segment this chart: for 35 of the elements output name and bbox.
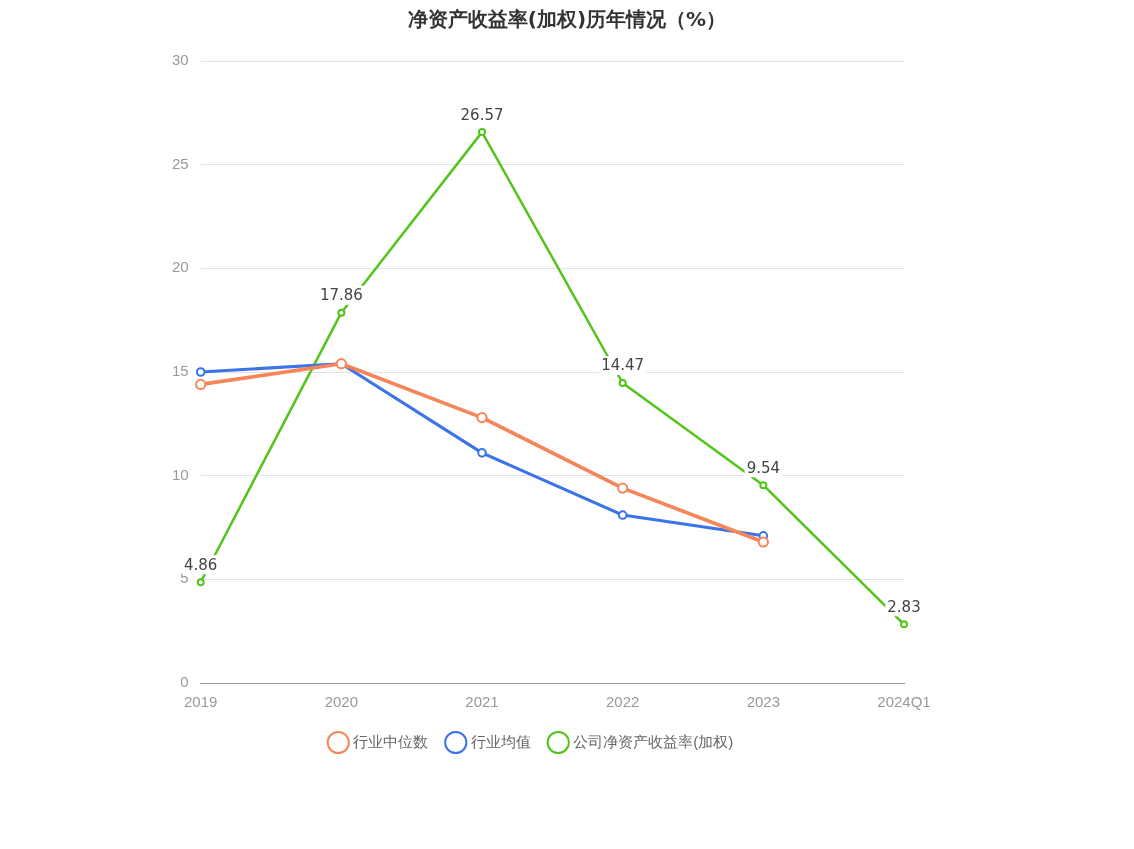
x-tick-label: 2020: [324, 693, 359, 711]
point: [759, 481, 768, 490]
y-tick-label: 0: [180, 673, 189, 691]
chart-title: 净资产收益率(加权)历年情况（%）: [406, 6, 728, 33]
legend-label: 公司净资产收益率(加权): [573, 732, 734, 750]
point: [477, 448, 487, 458]
point: [618, 378, 627, 387]
y-tick-label: 20: [172, 258, 189, 276]
point: [757, 536, 769, 548]
x-tick-label: 2024Q1: [877, 693, 931, 711]
x-tick-label: 2021: [465, 693, 499, 711]
y-tick-label: 10: [172, 465, 189, 483]
data-label: 14.47: [601, 356, 645, 375]
point: [195, 367, 206, 377]
data-label: 9.54: [746, 458, 781, 477]
point: [476, 412, 488, 424]
x-tick-label: 2019: [184, 693, 218, 711]
y-tick-label: 15: [172, 362, 189, 380]
point: [900, 620, 908, 629]
point: [617, 482, 629, 494]
data-label: 4.86: [183, 555, 218, 574]
point: [337, 308, 346, 317]
point: [478, 128, 487, 137]
point: [195, 378, 207, 391]
legend-label: 行业中位数: [353, 732, 429, 750]
x-tick-label: 2023: [746, 693, 781, 711]
y-tick-label: 30: [172, 51, 189, 69]
legend-label: 行业均值: [470, 732, 531, 750]
point: [617, 510, 628, 520]
data-label: 17.86: [319, 286, 363, 305]
y-tick-label: 25: [172, 154, 189, 172]
point: [196, 578, 205, 587]
data-label: 2.83: [887, 597, 921, 616]
x-tick-label: 2022: [605, 693, 640, 711]
data-label: 26.57: [460, 105, 504, 124]
